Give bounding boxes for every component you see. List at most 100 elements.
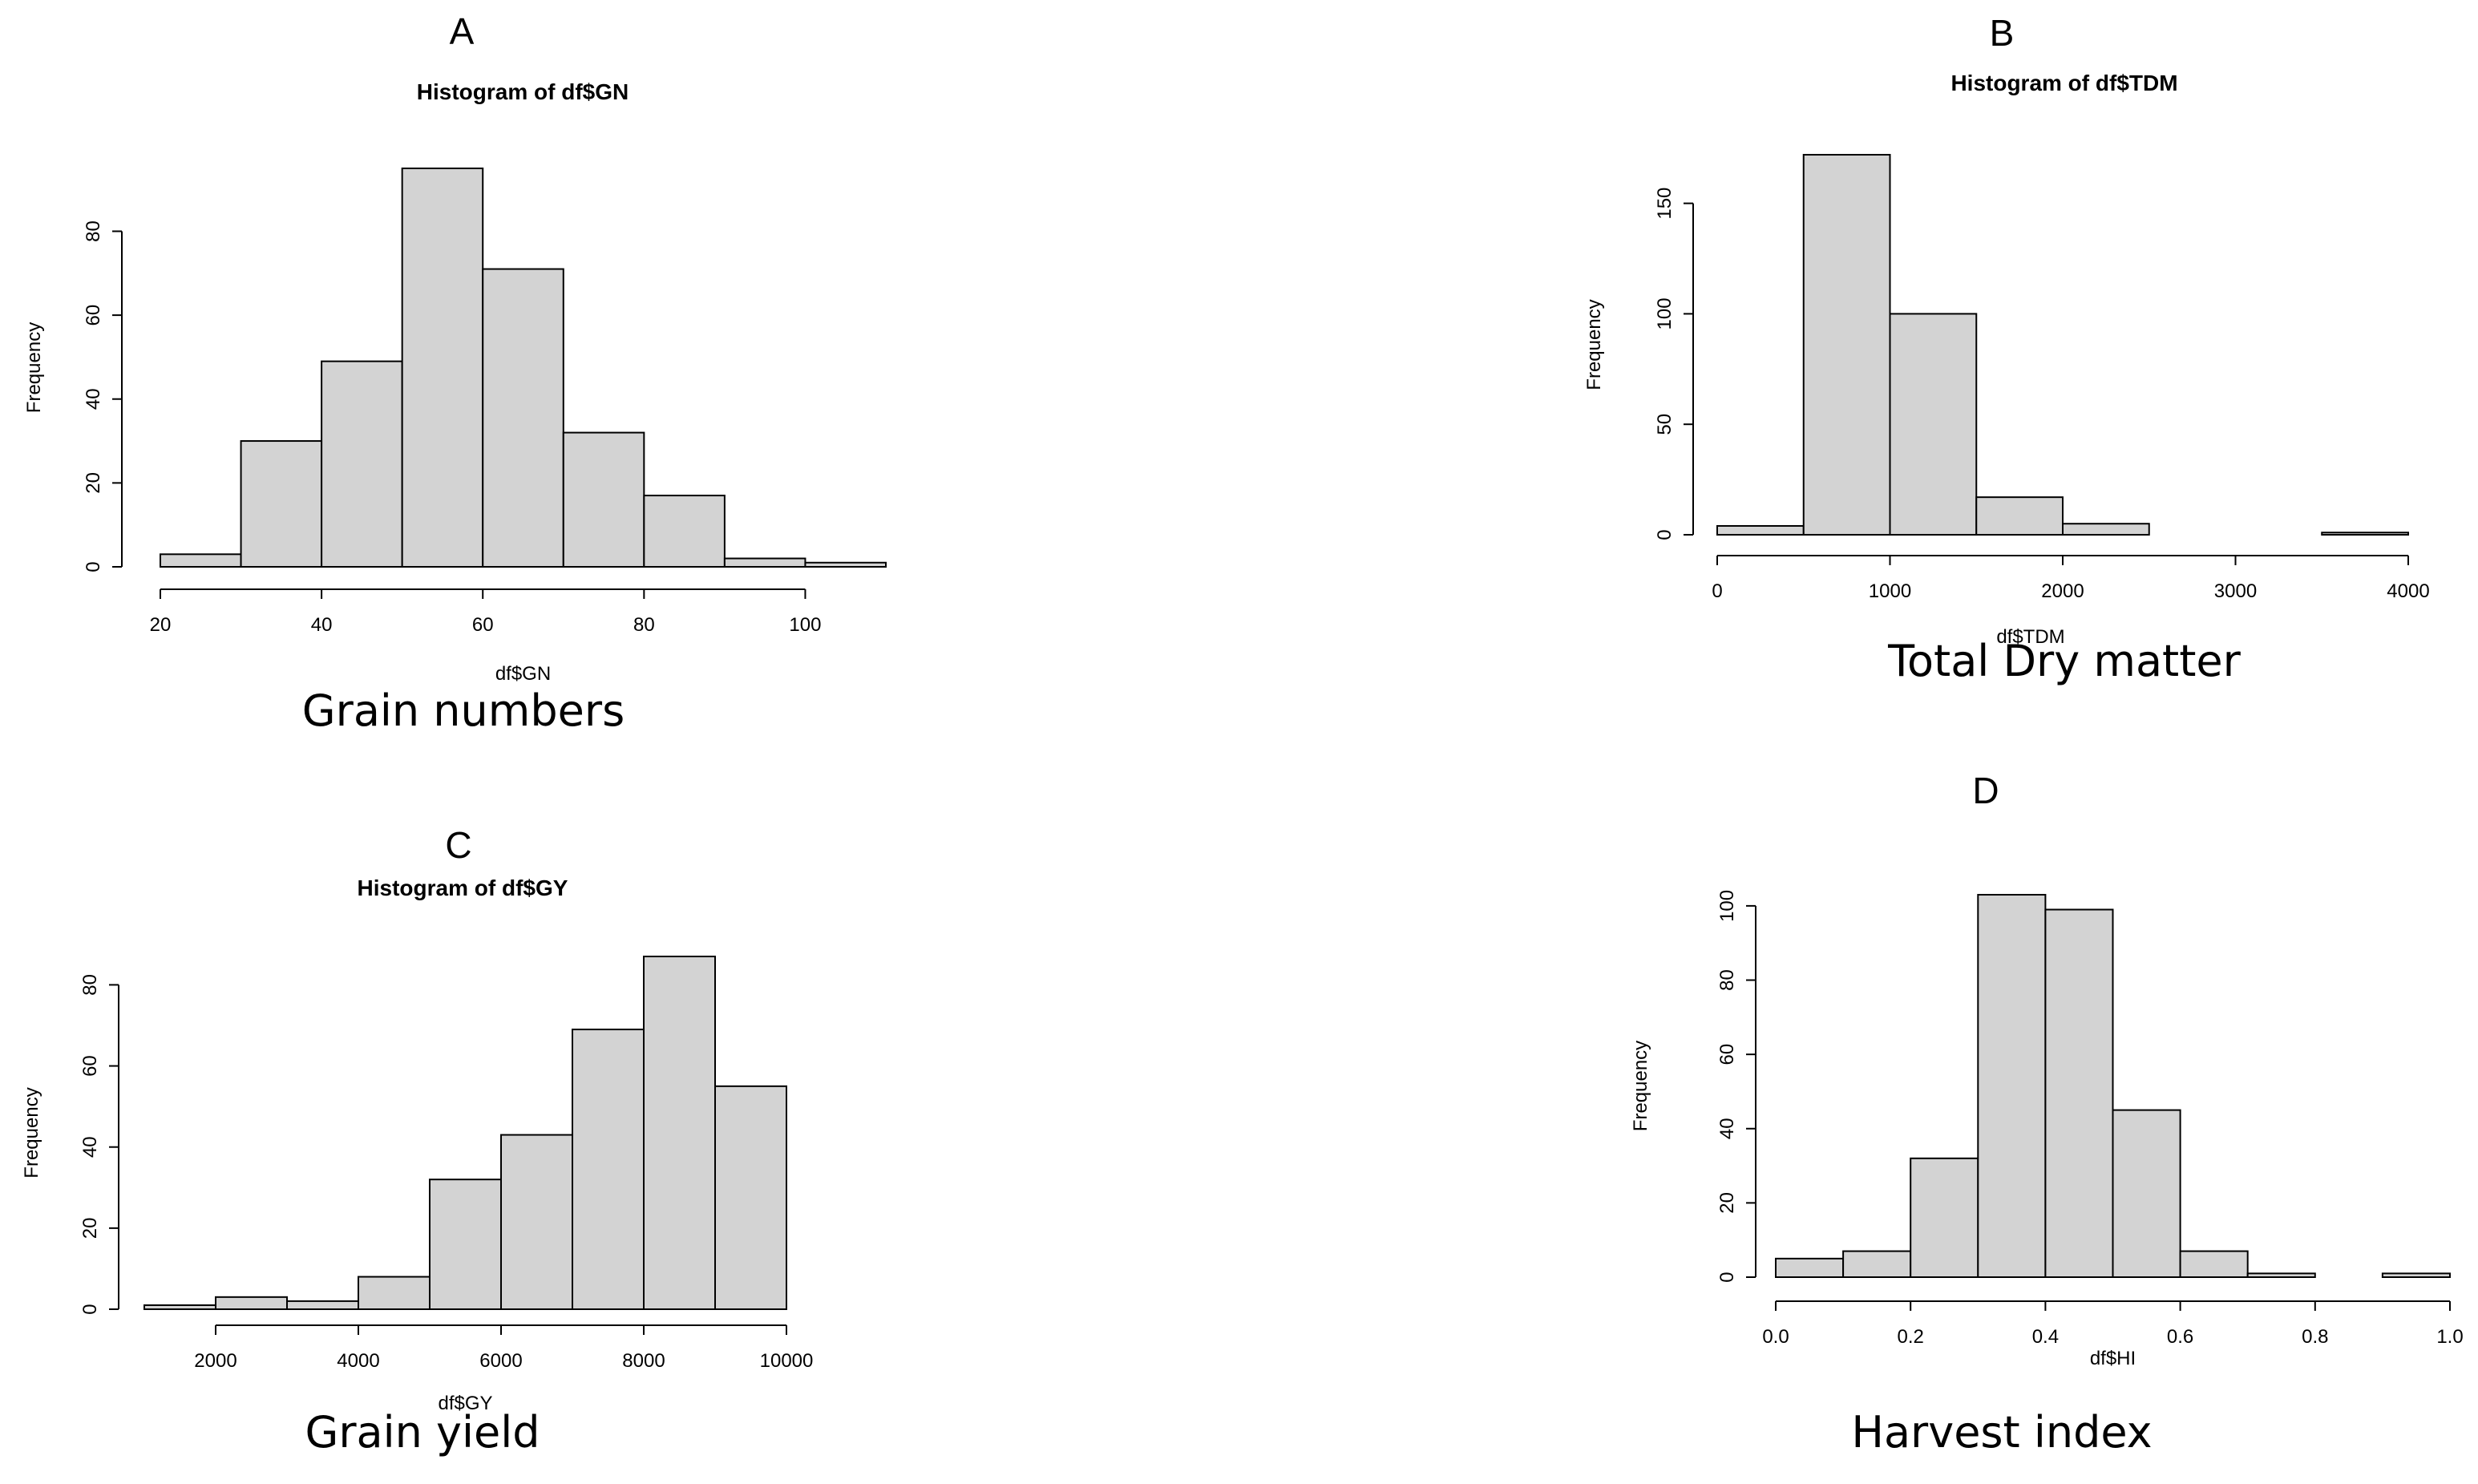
x-tick-label: 100 <box>789 614 821 636</box>
y-tick-label: 60 <box>1716 1044 1738 1065</box>
x-tick-label: 2000 <box>2041 580 2084 602</box>
panel-b-total-dry-matter: B Histogram of df$TDM 0 1000 2000 3000 4000 0 50… <box>1583 12 2430 686</box>
panel-letter: C <box>445 824 471 866</box>
histogram-bar <box>2179 1250 2249 1278</box>
panel-caption: Grain numbers <box>302 685 625 736</box>
y-tick-label: 0 <box>1654 529 1676 540</box>
x-tick-label: 6000 <box>479 1350 522 1372</box>
x-tick-label: 0 <box>1712 580 1722 602</box>
x-axis-label: df$HI <box>2090 1348 2136 1369</box>
histogram-bar <box>2246 1272 2316 1278</box>
histogram-bar <box>401 168 484 568</box>
y-tick-label: 100 <box>1716 890 1738 922</box>
x-tick-label: 0.0 <box>1762 1326 1789 1348</box>
y-tick-label: 150 <box>1654 188 1676 220</box>
y-tick-label: 0 <box>1716 1272 1738 1282</box>
x-tick-label: 1.0 <box>2436 1326 2463 1348</box>
histogram-bar <box>1775 1257 1845 1278</box>
panel-caption: Total Dry matter <box>1887 636 2241 686</box>
bars <box>1716 154 2409 536</box>
x-tick-label: 0.8 <box>2302 1326 2328 1348</box>
x-tick-label: 1000 <box>1869 580 1911 602</box>
histogram-bar <box>1716 524 1805 536</box>
y-axis-label: Frequency <box>23 322 45 413</box>
y-tick-label: 80 <box>1716 969 1738 991</box>
histogram-bar <box>429 1179 502 1310</box>
histogram-bar <box>240 440 323 568</box>
x-tick-label: 0.4 <box>2032 1326 2059 1348</box>
histogram-bar <box>1802 154 1891 536</box>
y-tick-label: 60 <box>79 1055 101 1077</box>
x-tick-label: 8000 <box>622 1350 665 1372</box>
histogram-bar <box>286 1300 359 1310</box>
histogram-bar <box>482 268 564 568</box>
y-tick-label: 80 <box>83 220 104 242</box>
y-tick-label: 40 <box>79 1136 101 1158</box>
histogram-bar <box>804 561 887 568</box>
x-tick-label: 10000 <box>760 1350 814 1372</box>
panel-caption: Harvest index <box>1851 1407 2152 1458</box>
x-axis-label: df$GY <box>438 1393 492 1414</box>
histogram-bar <box>2062 523 2150 536</box>
histogram-bar <box>572 1029 645 1310</box>
histogram-bar <box>2381 1272 2451 1278</box>
chart-title: Histogram of df$TDM <box>1950 71 2177 95</box>
histogram-bar <box>562 431 645 568</box>
histogram-bar <box>2044 908 2114 1279</box>
histogram-bar <box>358 1276 431 1311</box>
histogram-bar <box>2321 532 2409 536</box>
panel-letter: D <box>1972 770 1999 811</box>
bars <box>160 168 887 568</box>
x-tick-label: 20 <box>150 614 172 636</box>
bars <box>144 956 787 1311</box>
y-tick-label: 40 <box>1716 1118 1738 1139</box>
x-tick-label: 4000 <box>337 1350 379 1372</box>
x-axis-label: df$GN <box>495 663 551 685</box>
histogram-bar <box>160 553 242 568</box>
panel-letter: B <box>1990 12 2015 54</box>
panel-c-grain-yield: C Histogram of df$GY 2000 4000 6000 8000 10000… <box>21 824 813 1458</box>
y-axis-label: Frequency <box>1583 299 1605 390</box>
histogram-bar <box>500 1134 573 1310</box>
x-tick-label: 3000 <box>2214 580 2257 602</box>
histogram-bar <box>2112 1109 2181 1278</box>
histogram-bar <box>1975 496 2064 536</box>
y-tick-label: 20 <box>83 472 104 494</box>
histogram-bar <box>723 557 806 568</box>
y-tick-label: 100 <box>1654 297 1676 330</box>
y-tick-label: 20 <box>1716 1192 1738 1214</box>
histogram-bar <box>321 360 403 568</box>
chart-title: Histogram of df$GN <box>417 79 629 104</box>
x-tick-label: 80 <box>633 614 655 636</box>
bars <box>1775 894 2451 1279</box>
x-tick-label: 4000 <box>2387 580 2429 602</box>
histogram-bar <box>643 956 716 1310</box>
x-tick-label: 0.6 <box>2167 1326 2193 1348</box>
panel-caption: Grain yield <box>305 1407 540 1458</box>
histogram-bar <box>714 1085 787 1311</box>
panel-a-grain-numbers: A Histogram of df$GN 20 40 60 80 100 0 20 40 60 80 d… <box>23 10 887 736</box>
histogram-bar <box>215 1296 288 1311</box>
histogram-bar <box>1842 1250 1912 1278</box>
y-tick-label: 60 <box>83 305 104 326</box>
panel-letter: A <box>450 10 475 52</box>
y-tick-label: 0 <box>83 561 104 572</box>
x-tick-label: 2000 <box>194 1350 236 1372</box>
x-tick-label: 40 <box>311 614 333 636</box>
x-tick-label: 0.2 <box>1898 1326 1924 1348</box>
panel-d-harvest-index: D 0.0 0.2 0.4 0.6 0.8 1.0 0 20 40 60 80 100 df$HI Freq… <box>1630 770 2464 1458</box>
y-tick-label: 50 <box>1654 414 1676 435</box>
x-axis-label: df$TDM <box>1996 626 2064 648</box>
y-tick-label: 40 <box>83 388 104 410</box>
chart-title: Histogram of df$GY <box>358 875 568 900</box>
y-axis-label: Frequency <box>21 1087 42 1178</box>
histogram-bar <box>1910 1157 1979 1278</box>
histogram-bar <box>1977 894 2047 1278</box>
y-axis-label: Frequency <box>1630 1041 1651 1131</box>
histogram-bar <box>1889 313 1978 536</box>
histogram-bar <box>643 495 726 568</box>
y-tick-label: 80 <box>79 974 101 996</box>
x-tick-label: 60 <box>472 614 494 636</box>
y-tick-label: 20 <box>79 1217 101 1239</box>
